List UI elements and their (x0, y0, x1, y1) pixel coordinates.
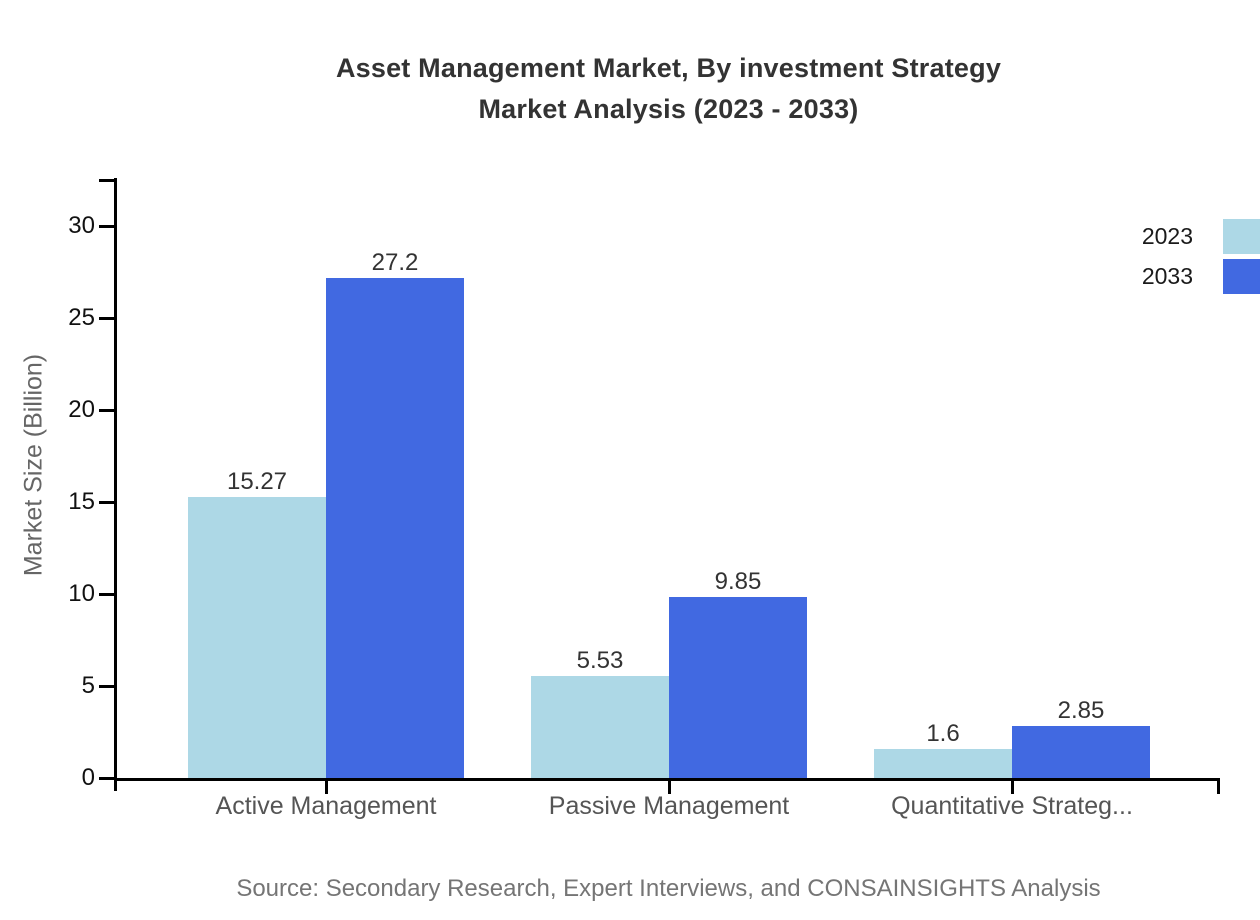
y-tick-10 (99, 593, 114, 596)
bar-value-2023-2: 1.6 (926, 719, 960, 747)
y-tick-label-30: 30 (68, 212, 95, 239)
source-attribution: Source: Secondary Research, Expert Inter… (236, 875, 1101, 902)
bar-value-2033-2: 2.85 (1057, 696, 1105, 724)
y-tick-15 (99, 501, 114, 504)
bar-2033-2 (1012, 725, 1150, 778)
y-axis-top-tick (99, 179, 114, 182)
bar-value-2023-0: 15.27 (226, 468, 288, 496)
plot-area: 0 5 10 15 20 25 30 15.27 5.53 1.6 27.2 9.85 2.85 Acti… (68, 178, 1220, 820)
chart-title-line2: Market Analysis (2023 - 2033) (478, 94, 859, 124)
y-tick-5 (99, 685, 114, 688)
x-axis-line (114, 778, 1220, 781)
y-tick-0 (99, 777, 114, 780)
chart-title-line1: Asset Management Market, By investment S… (335, 53, 1002, 83)
legend-label-2033: 2033 (1141, 262, 1193, 289)
legend-item-2033: 2033 (1142, 256, 1260, 296)
bar-2023-2 (874, 748, 1012, 778)
y-tick-label-20: 20 (68, 396, 95, 423)
x-axis-end-tick (1217, 781, 1220, 794)
bar-2033-1 (669, 596, 807, 778)
y-tick-20 (99, 409, 114, 412)
legend-swatch-2023 (1223, 218, 1260, 254)
y-tick-30 (99, 225, 114, 228)
bar-2023-1 (531, 676, 669, 778)
bar-value-2033-0: 27.2 (371, 248, 419, 276)
chart-title: Asset Management Market, By investment S… (117, 48, 1220, 130)
x-tick-2 (1011, 781, 1014, 794)
y-tick-label-25: 25 (68, 304, 95, 331)
y-tick-label-5: 5 (81, 672, 95, 699)
bar-2023-0 (188, 497, 326, 778)
y-axis-line (114, 178, 117, 791)
y-tick-25 (99, 317, 114, 320)
bar-value-2033-1: 9.85 (714, 567, 762, 595)
category-label-0: Active Management (215, 792, 437, 820)
y-tick-label-10: 10 (68, 580, 95, 607)
legend-swatch-2033 (1223, 258, 1260, 294)
category-label-2: Quantitative Strateg... (891, 792, 1133, 820)
bar-2033-0 (326, 277, 464, 778)
legend-label-2023: 2023 (1141, 222, 1193, 249)
category-label-1: Passive Management (548, 792, 790, 820)
legend: 2023 2033 (1142, 216, 1260, 296)
y-tick-label-0: 0 (81, 764, 95, 791)
x-tick-1 (668, 781, 671, 794)
x-tick-0 (325, 781, 328, 794)
bar-value-2023-1: 5.53 (576, 647, 624, 675)
y-tick-label-15: 15 (68, 488, 95, 515)
legend-item-2023: 2023 (1142, 216, 1260, 256)
y-axis-title: Market Size (Billion) (19, 353, 48, 577)
